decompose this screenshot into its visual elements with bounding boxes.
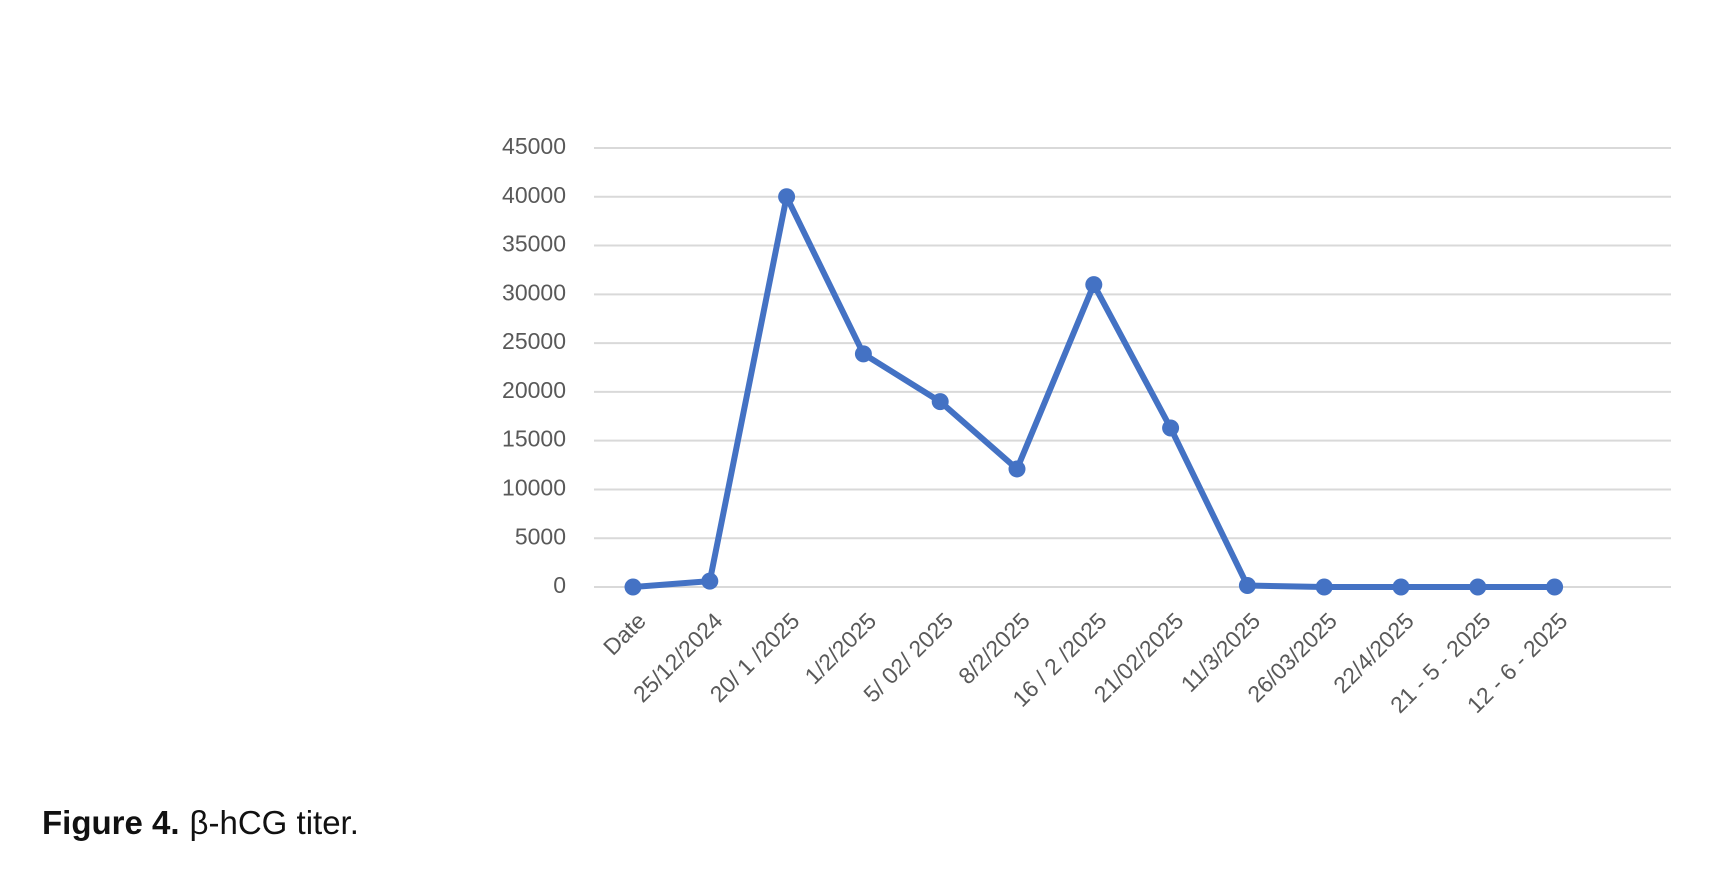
- y-tick-label: 45000: [502, 133, 566, 159]
- point: [1392, 578, 1410, 596]
- y-tick-label: 10000: [502, 475, 566, 501]
- y-tick-label: 25000: [502, 328, 566, 354]
- point: [1162, 419, 1180, 437]
- caption: Figure 4. β-hCG titer.: [42, 804, 359, 841]
- caption-text: β-hCG titer.: [190, 804, 359, 841]
- point: [701, 572, 719, 590]
- y-tick-label: 35000: [502, 231, 566, 257]
- point: [1085, 276, 1103, 294]
- y-tick-label: 40000: [502, 182, 566, 208]
- point: [624, 578, 642, 596]
- point: [1008, 460, 1026, 478]
- x-tick-label: Date: [598, 607, 651, 660]
- point: [931, 393, 949, 411]
- y-tick-label: 15000: [502, 426, 566, 452]
- caption-label: Figure 4.: [42, 804, 180, 841]
- y-tick-label: 30000: [502, 279, 566, 305]
- y-tick-label: 0: [553, 572, 566, 598]
- point: [1469, 578, 1487, 596]
- point: [778, 188, 796, 206]
- point: [1315, 578, 1333, 596]
- point: [1546, 578, 1564, 596]
- point: [854, 345, 872, 363]
- y-tick-label: 5000: [515, 523, 566, 549]
- y-tick-label: 20000: [502, 377, 566, 403]
- point: [1238, 577, 1256, 595]
